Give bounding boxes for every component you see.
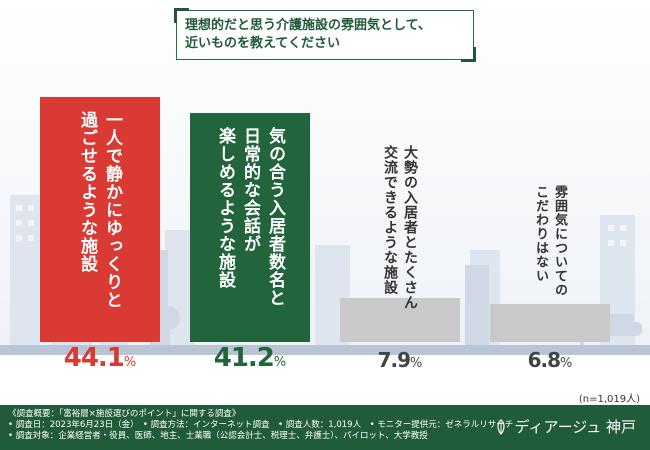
question-corner-bottom bbox=[461, 47, 476, 62]
brand: ディアージュ 神戸 bbox=[493, 416, 636, 437]
brand-name: ディアージュ 神戸 bbox=[514, 418, 636, 436]
pct-label-3: 7.9% bbox=[340, 348, 460, 372]
pct-label-1: 44.1% bbox=[40, 343, 160, 373]
pct-unit-4: % bbox=[560, 356, 573, 371]
question-box: 理想的だと思う介護施設の雰囲気として、 近いものを教えてください bbox=[174, 8, 476, 62]
pct-value-3: 7.9 bbox=[377, 348, 411, 372]
pct-value-1: 44.1 bbox=[63, 343, 125, 373]
question-line-1: 理想的だと思う介護施設の雰囲気として、 bbox=[185, 18, 431, 33]
footer-line-1: 《調査概要：「富裕層×施設選びのポイント」に関する調査》 bbox=[8, 409, 241, 419]
pct-value-4: 6.8 bbox=[527, 348, 561, 372]
footer-line-2: • 調査日：2023年6月23日（金） • 調査方法：インターネット調査 • 調… bbox=[8, 420, 514, 430]
bar-label-4: 雰囲気についての こだわりはない bbox=[533, 185, 567, 297]
footer: 《調査概要：「富裕層×施設選びのポイント」に関する調査》 • 調査日：2023年… bbox=[0, 405, 650, 450]
bar-2 bbox=[190, 113, 310, 342]
bar-label-3: 大勢の入居者とたくさん 交流できるような施設 bbox=[382, 145, 418, 310]
bar-label-2: 気の合う入居者数名と 日常的な会話が 楽しめるような施設 bbox=[215, 127, 285, 307]
pct-unit-2: % bbox=[273, 355, 287, 370]
pct-label-4: 6.8% bbox=[490, 348, 610, 372]
brand-leaf-icon bbox=[496, 418, 505, 435]
bar-4 bbox=[490, 304, 610, 342]
sample-size: (n=1,019人) bbox=[578, 394, 640, 405]
pct-value-2: 41.2 bbox=[213, 343, 275, 373]
ground-line bbox=[0, 345, 650, 355]
footer-line-3: • 調査対象：企業経営者・役員、医師、地主、士業職（公認会計士、税理士、弁護士）… bbox=[8, 431, 428, 441]
bar-label-1: 一人で静かにゆっくりと 過ごせるような施設 bbox=[77, 111, 122, 309]
pct-unit-3: % bbox=[410, 356, 423, 371]
bar-1 bbox=[40, 97, 160, 342]
question-corner-top bbox=[174, 8, 189, 23]
bar-3 bbox=[340, 298, 460, 342]
pct-label-2: 41.2% bbox=[190, 343, 310, 373]
question-line-2: 近いものを教えてください bbox=[185, 36, 340, 51]
pct-unit-1: % bbox=[123, 355, 137, 370]
